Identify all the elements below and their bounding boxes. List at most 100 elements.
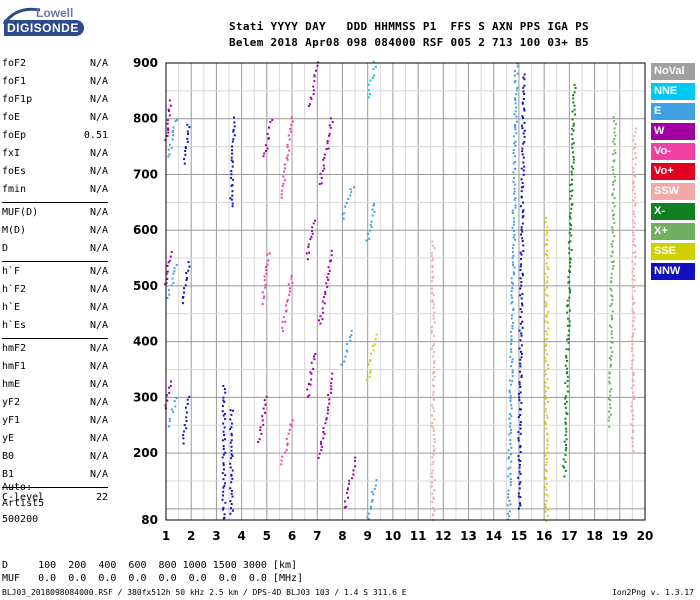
echo-point — [509, 330, 512, 333]
echo-point — [322, 430, 325, 433]
echo-point — [258, 438, 261, 441]
echo-point — [322, 311, 325, 314]
echo-point — [507, 456, 510, 459]
echo-point — [289, 287, 292, 290]
echo-point — [546, 337, 549, 340]
echo-point — [259, 429, 262, 432]
echo-trace — [544, 216, 550, 522]
echo-point — [509, 483, 512, 486]
echo-point — [632, 157, 635, 160]
echo-point — [508, 425, 511, 428]
echo-point — [324, 292, 327, 295]
echo-point — [631, 363, 634, 366]
echo-point — [432, 378, 435, 381]
echo-point — [631, 347, 634, 350]
echo-point — [509, 395, 512, 398]
x-tick-label: 18 — [586, 529, 603, 543]
echo-point — [570, 248, 573, 251]
echo-point — [433, 418, 436, 421]
echo-point — [433, 321, 436, 324]
echo-point — [566, 367, 569, 370]
echo-point — [521, 240, 524, 243]
echo-point — [567, 317, 570, 320]
echo-point — [564, 421, 567, 424]
echo-point — [431, 326, 434, 329]
echo-point — [544, 493, 547, 496]
echo-point — [546, 280, 549, 283]
echo-point — [510, 281, 513, 284]
echo-point — [513, 113, 516, 116]
echo-point — [570, 224, 573, 227]
echo-point — [609, 365, 612, 368]
echo-point — [229, 487, 232, 490]
echo-point — [518, 329, 521, 332]
echo-point — [263, 279, 266, 282]
echo-point — [167, 110, 170, 113]
echo-point — [349, 339, 352, 342]
echo-point — [329, 117, 332, 120]
echo-point — [570, 207, 573, 210]
echo-point — [608, 376, 611, 379]
echo-point — [632, 139, 635, 142]
echo-point — [546, 432, 549, 435]
echo-point — [631, 378, 634, 381]
parameter-value: N/A — [89, 397, 108, 408]
echo-point — [517, 393, 520, 396]
echo-point — [566, 412, 569, 415]
echo-point — [281, 455, 284, 458]
echo-point — [515, 93, 518, 96]
parameter-name: hmE — [2, 379, 21, 390]
echo-point — [183, 158, 186, 161]
echo-point — [326, 276, 329, 279]
echo-point — [568, 320, 571, 323]
echo-point — [282, 175, 285, 178]
echo-point — [563, 475, 566, 478]
echo-point — [514, 124, 517, 127]
legend-item: Vo- — [651, 143, 695, 160]
echo-point — [611, 209, 614, 212]
echo-point — [565, 356, 568, 359]
parameter-value: N/A — [89, 166, 108, 177]
echo-point — [568, 324, 571, 327]
echo-point — [521, 101, 524, 104]
echo-point — [566, 299, 569, 302]
echo-point — [369, 507, 372, 510]
echo-point — [546, 254, 549, 257]
echo-trace — [366, 479, 378, 521]
echo-point — [288, 293, 291, 296]
echo-point — [514, 126, 517, 129]
echo-point — [168, 99, 171, 102]
muf-row: MUF 0.0 0.0 0.0 0.0 0.0 0.0 0.0 0.0 [MHz… — [2, 573, 304, 584]
echo-point — [185, 271, 188, 274]
echo-point — [268, 252, 271, 255]
echo-point — [521, 274, 524, 277]
echo-point — [544, 385, 547, 388]
echo-point — [544, 338, 547, 341]
echo-point — [571, 202, 574, 205]
echo-point — [166, 270, 169, 273]
echo-point — [513, 238, 516, 241]
echo-point — [509, 397, 512, 400]
echo-point — [266, 132, 269, 135]
echo-point — [166, 119, 169, 122]
echo-point — [263, 295, 266, 298]
parameter-name: B0 — [2, 451, 15, 462]
echo-trace — [430, 240, 436, 521]
echo-point — [185, 279, 188, 282]
parameter-row: C-level 22 — [2, 490, 108, 508]
echo-point — [327, 278, 330, 281]
echo-point — [185, 277, 188, 280]
echo-point — [544, 330, 547, 333]
echo-point — [613, 205, 616, 208]
echo-point — [520, 186, 523, 189]
echo-point — [231, 160, 234, 163]
echo-point — [320, 182, 323, 185]
echo-point — [172, 410, 175, 413]
echo-point — [326, 140, 329, 143]
echo-point — [511, 226, 514, 229]
echo-point — [432, 355, 435, 358]
echo-point — [511, 256, 514, 259]
echo-point — [430, 287, 433, 290]
echo-point — [612, 181, 615, 184]
parameter-row: foF1p N/A — [2, 92, 108, 110]
